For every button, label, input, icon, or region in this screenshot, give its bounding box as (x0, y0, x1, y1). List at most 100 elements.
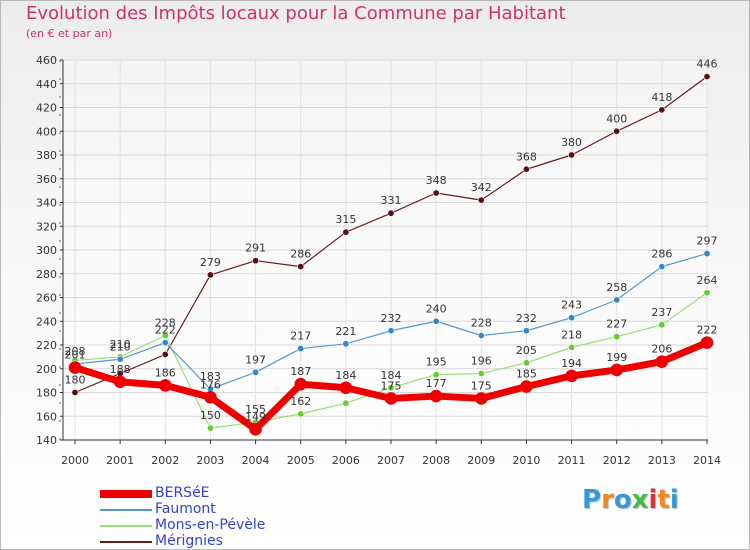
data-label-bersee: 175 (471, 379, 492, 392)
data-point-merignies (658, 106, 666, 114)
data-label-merignies: 342 (471, 181, 492, 194)
data-point-mons-en-pevele (206, 424, 214, 432)
data-label-merignies: 315 (335, 213, 356, 226)
data-point-merignies (71, 388, 79, 396)
data-label-bersee: 188 (110, 363, 131, 376)
data-point-mons-en-pevele (522, 359, 530, 367)
legend-swatch-merignies (100, 541, 152, 543)
data-point-mons-en-pevele (613, 333, 621, 341)
y-tick-label: 140 (36, 434, 57, 447)
y-tick-label: 440 (36, 78, 57, 91)
y-tick-label: 360 (36, 173, 57, 186)
data-label-bersee: 206 (651, 343, 672, 356)
logo-letter: x (631, 485, 649, 515)
x-tick-label: 2008 (422, 454, 450, 467)
logo-letter: P (582, 485, 602, 515)
legend-label: Faumont (155, 501, 216, 517)
data-point-mons-en-pevele (703, 289, 711, 297)
y-tick-label: 340 (36, 197, 57, 210)
y-tick-label: 300 (36, 244, 57, 257)
data-point-faumont (522, 327, 530, 335)
x-tick-label: 2000 (61, 454, 89, 467)
data-point-bersee (565, 369, 578, 383)
logo-letter: t (657, 485, 670, 515)
data-point-merignies (568, 151, 576, 159)
legend-swatch-faumont (100, 509, 152, 511)
data-point-bersee (429, 389, 443, 403)
data-label-mons-en-pevele: 228 (155, 317, 176, 330)
data-point-faumont (342, 340, 350, 348)
data-label-mons-en-pevele: 195 (426, 356, 447, 369)
data-point-bersee (68, 361, 82, 374)
data-point-merignies (161, 350, 169, 358)
data-point-faumont (658, 263, 666, 271)
data-label-merignies: 348 (426, 174, 447, 187)
data-point-bersee (294, 377, 308, 391)
data-label-faumont: 297 (697, 235, 718, 248)
data-label-bersee: 222 (697, 324, 718, 337)
chart-subtitle: (en € et par an) (26, 27, 113, 40)
data-label-bersee: 184 (335, 369, 356, 382)
x-tick-label: 2003 (196, 454, 224, 467)
data-point-mons-en-pevele (342, 399, 350, 407)
x-tick-label: 2013 (648, 454, 676, 467)
data-point-faumont (161, 339, 169, 347)
data-point-merignies (342, 228, 350, 236)
data-label-merignies: 368 (516, 150, 537, 163)
data-point-faumont (252, 368, 260, 376)
data-label-bersee: 185 (516, 368, 537, 381)
data-label-merignies: 380 (561, 136, 582, 149)
data-label-merignies: 279 (200, 256, 221, 269)
data-point-bersee (158, 379, 172, 392)
proxiti-logo: Proxiti (582, 485, 679, 515)
data-label-faumont: 221 (335, 325, 356, 338)
data-label-bersee: 149 (245, 410, 266, 423)
x-tick-label: 2007 (377, 454, 405, 467)
data-point-faumont (432, 317, 440, 325)
y-tick-label: 420 (36, 102, 57, 115)
y-tick-label: 400 (36, 125, 57, 138)
x-tick-label: 2002 (151, 454, 179, 467)
logo-letter: i (648, 485, 658, 515)
data-label-faumont: 208 (65, 345, 86, 358)
y-tick-label: 220 (36, 339, 57, 352)
y-tick-label: 320 (36, 220, 57, 233)
data-label-faumont: 243 (561, 299, 582, 312)
data-point-bersee (700, 336, 714, 349)
y-tick-label: 280 (36, 268, 57, 281)
data-label-mons-en-pevele: 218 (561, 328, 582, 341)
data-label-mons-en-pevele: 205 (516, 344, 537, 357)
data-label-mons-en-pevele: 264 (697, 274, 718, 287)
data-label-bersee: 194 (561, 357, 582, 370)
logo-letter: i (669, 485, 679, 515)
data-point-bersee (610, 363, 624, 377)
data-point-mons-en-pevele (161, 331, 169, 339)
data-label-faumont: 240 (426, 302, 447, 315)
data-label-bersee: 186 (155, 366, 176, 379)
data-label-merignies: 291 (245, 242, 266, 255)
x-tick-label: 2005 (287, 454, 315, 467)
data-label-mons-en-pevele: 210 (110, 338, 131, 351)
data-label-faumont: 183 (200, 370, 221, 383)
y-tick-label: 460 (36, 54, 57, 67)
data-point-bersee (204, 390, 217, 404)
data-label-bersee: 177 (426, 377, 447, 390)
data-point-mons-en-pevele (387, 384, 395, 392)
data-label-faumont: 197 (245, 353, 266, 366)
data-point-mons-en-pevele (477, 369, 485, 377)
data-point-merignies (387, 209, 395, 217)
data-point-faumont (703, 250, 711, 258)
data-label-bersee: 201 (65, 349, 86, 362)
data-point-mons-en-pevele (432, 371, 440, 379)
data-label-faumont: 210 (110, 340, 131, 353)
legend-swatch-mons-en-pevele (100, 525, 152, 527)
data-point-bersee (113, 375, 127, 389)
data-label-merignies: 418 (651, 91, 672, 104)
data-point-merignies (252, 257, 260, 265)
data-point-bersee (474, 392, 488, 405)
data-label-mons-en-pevele: 237 (651, 306, 672, 319)
data-label-merignies: 446 (697, 58, 718, 71)
data-label-bersee: 176 (200, 378, 221, 391)
